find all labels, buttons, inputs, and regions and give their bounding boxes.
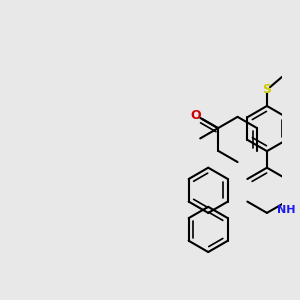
Text: NH: NH [277,205,296,215]
Text: O: O [191,109,201,122]
Text: S: S [262,83,272,96]
